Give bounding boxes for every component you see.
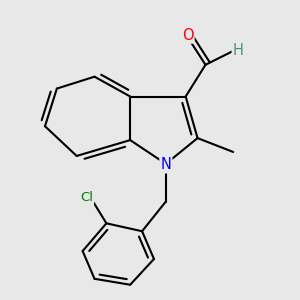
Text: O: O: [182, 28, 194, 43]
Text: Cl: Cl: [80, 191, 93, 204]
Text: H: H: [233, 44, 244, 59]
Text: N: N: [160, 158, 171, 172]
